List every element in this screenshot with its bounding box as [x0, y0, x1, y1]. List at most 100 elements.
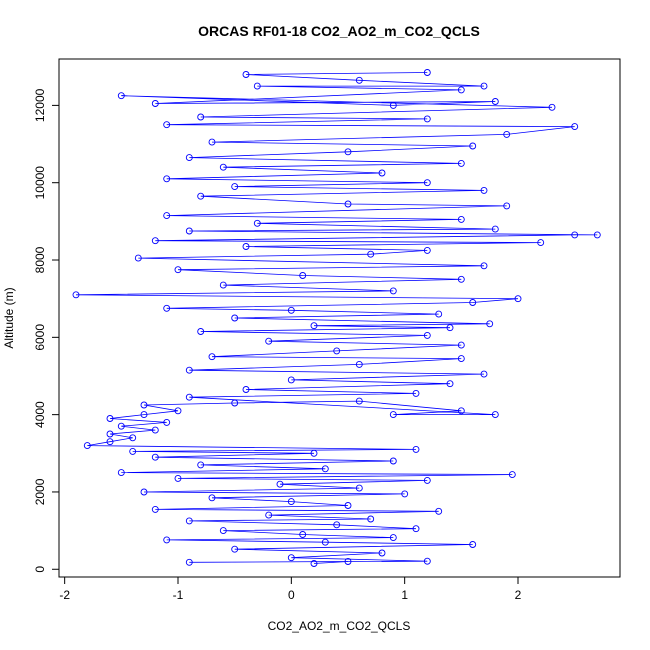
data-point — [242, 71, 250, 78]
data-point — [423, 331, 431, 339]
data-point — [503, 202, 511, 210]
data-point — [265, 511, 273, 519]
x-axis: -2 -1 0 1 2 — [59, 577, 522, 602]
data-point — [208, 494, 216, 502]
data-point — [163, 212, 171, 220]
data-point — [344, 148, 352, 156]
data-point — [151, 100, 159, 107]
data-point — [491, 225, 499, 233]
data-point — [185, 154, 193, 162]
data-point — [571, 231, 579, 239]
data-point — [140, 411, 148, 419]
data-point — [208, 353, 216, 361]
y-axis-label: Altitude (m) — [2, 287, 16, 348]
data-point — [117, 92, 125, 100]
data-point — [253, 219, 261, 227]
data-point — [486, 320, 494, 328]
data-point — [140, 488, 148, 496]
data-point — [163, 304, 171, 312]
data-point — [469, 299, 477, 306]
data-point — [174, 407, 182, 415]
data-point — [151, 505, 159, 513]
data-point — [310, 560, 318, 567]
data-point — [333, 521, 341, 529]
data-point — [367, 250, 375, 258]
data-point — [457, 275, 465, 283]
data-point — [423, 69, 431, 76]
data-point — [389, 457, 397, 465]
data-point — [389, 411, 397, 419]
y-tick-label: 10000 — [33, 166, 47, 200]
data-point — [480, 82, 488, 90]
series-layer — [72, 69, 601, 567]
y-tick-label: 12000 — [33, 88, 47, 122]
x-tick-label: -1 — [173, 588, 184, 602]
data-point — [378, 549, 386, 557]
data-point — [174, 266, 182, 274]
data-point — [185, 227, 193, 235]
y-tick-label: 2000 — [33, 478, 47, 505]
x-axis-label: CO2_AO2_m_CO2_QCLS — [268, 619, 411, 633]
data-point — [514, 295, 522, 303]
data-point — [219, 281, 227, 289]
data-point — [163, 121, 171, 129]
data-point — [480, 186, 488, 194]
data-point — [503, 130, 511, 138]
data-point — [242, 386, 250, 393]
data-point — [355, 484, 363, 492]
data-point — [537, 239, 545, 247]
data-point — [344, 200, 352, 208]
x-tick-label: 0 — [288, 588, 295, 602]
data-point — [163, 418, 171, 426]
data-point — [355, 76, 363, 84]
data-point — [412, 389, 420, 397]
data-point — [299, 531, 307, 538]
data-point — [117, 422, 125, 430]
chart-title: ORCAS RF01-18 CO2_AO2_m_CO2_QCLS — [198, 23, 480, 39]
data-point — [197, 192, 205, 200]
data-point — [389, 287, 397, 295]
data-point — [446, 380, 454, 388]
data-point — [435, 310, 443, 318]
data-point — [287, 376, 295, 384]
plot-frame — [58, 58, 621, 578]
data-point — [310, 449, 318, 457]
data-point — [208, 138, 216, 146]
data-point — [423, 115, 431, 123]
data-point — [117, 469, 125, 477]
data-point — [344, 558, 352, 565]
data-point — [310, 322, 318, 330]
y-axis: 0 2000 4000 6000 8000 10000 12000 — [33, 88, 59, 573]
data-point — [185, 517, 193, 525]
data-point — [423, 557, 431, 565]
data-point — [253, 82, 261, 90]
data-point — [219, 163, 227, 171]
data-point — [219, 527, 227, 535]
data-point — [389, 101, 397, 109]
data-point — [197, 461, 205, 469]
data-point — [321, 538, 329, 546]
data-point — [299, 272, 307, 279]
data-point — [491, 98, 499, 105]
data-point — [571, 123, 579, 131]
data-point — [106, 415, 114, 422]
data-point — [106, 430, 114, 438]
data-point — [469, 541, 477, 548]
data-point — [423, 476, 431, 484]
data-point — [457, 355, 465, 363]
data-point — [185, 558, 193, 566]
data-point — [72, 291, 80, 299]
data-point — [287, 554, 295, 562]
data-point — [412, 525, 420, 533]
data-point — [457, 407, 465, 415]
data-point — [140, 401, 148, 409]
data-point — [287, 306, 295, 314]
data-point — [457, 341, 465, 349]
data-point — [197, 328, 205, 335]
x-tick-label: 2 — [515, 588, 522, 602]
data-point — [185, 393, 193, 401]
data-point — [469, 142, 477, 150]
data-point — [151, 237, 159, 245]
series-line — [75, 72, 598, 564]
data-point — [231, 183, 239, 191]
